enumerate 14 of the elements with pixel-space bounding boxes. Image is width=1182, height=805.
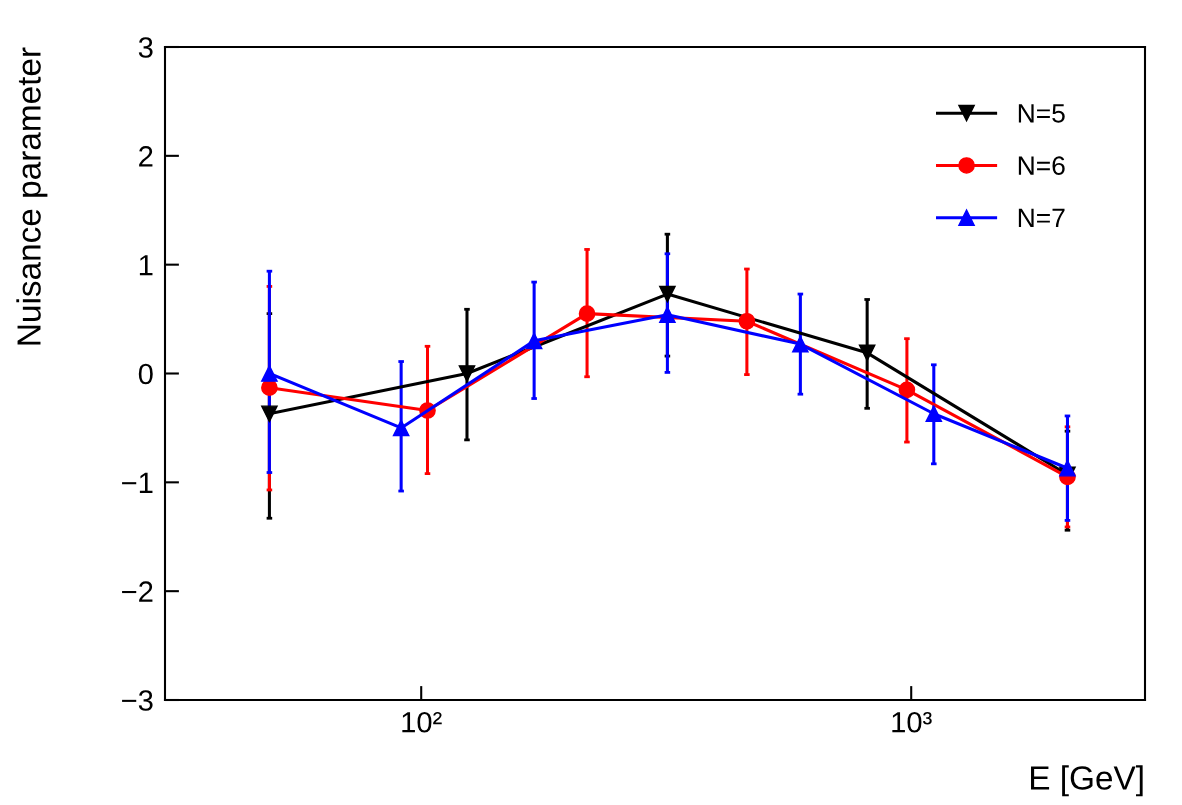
y-tick-label: −2 <box>122 581 153 602</box>
y-tick-label: 1 <box>139 255 153 276</box>
y-tick-label: 3 <box>138 37 153 58</box>
y-tick-label: −3 <box>122 690 153 711</box>
y-tick-label: 2 <box>139 146 153 167</box>
y-tick-label: −1 <box>122 472 153 493</box>
legend-label: N=7 <box>1018 208 1065 227</box>
legend-label: N=6 <box>1018 156 1065 175</box>
legend-label: N=5 <box>1018 104 1065 123</box>
x-axis-title: E [GeV] <box>1031 765 1143 797</box>
x-tick-label: 10³ <box>892 711 932 733</box>
y-tick-label: 0 <box>138 363 153 385</box>
y-axis-title: Nuisance parameter <box>16 47 48 345</box>
x-tick-label: 10² <box>402 711 442 733</box>
